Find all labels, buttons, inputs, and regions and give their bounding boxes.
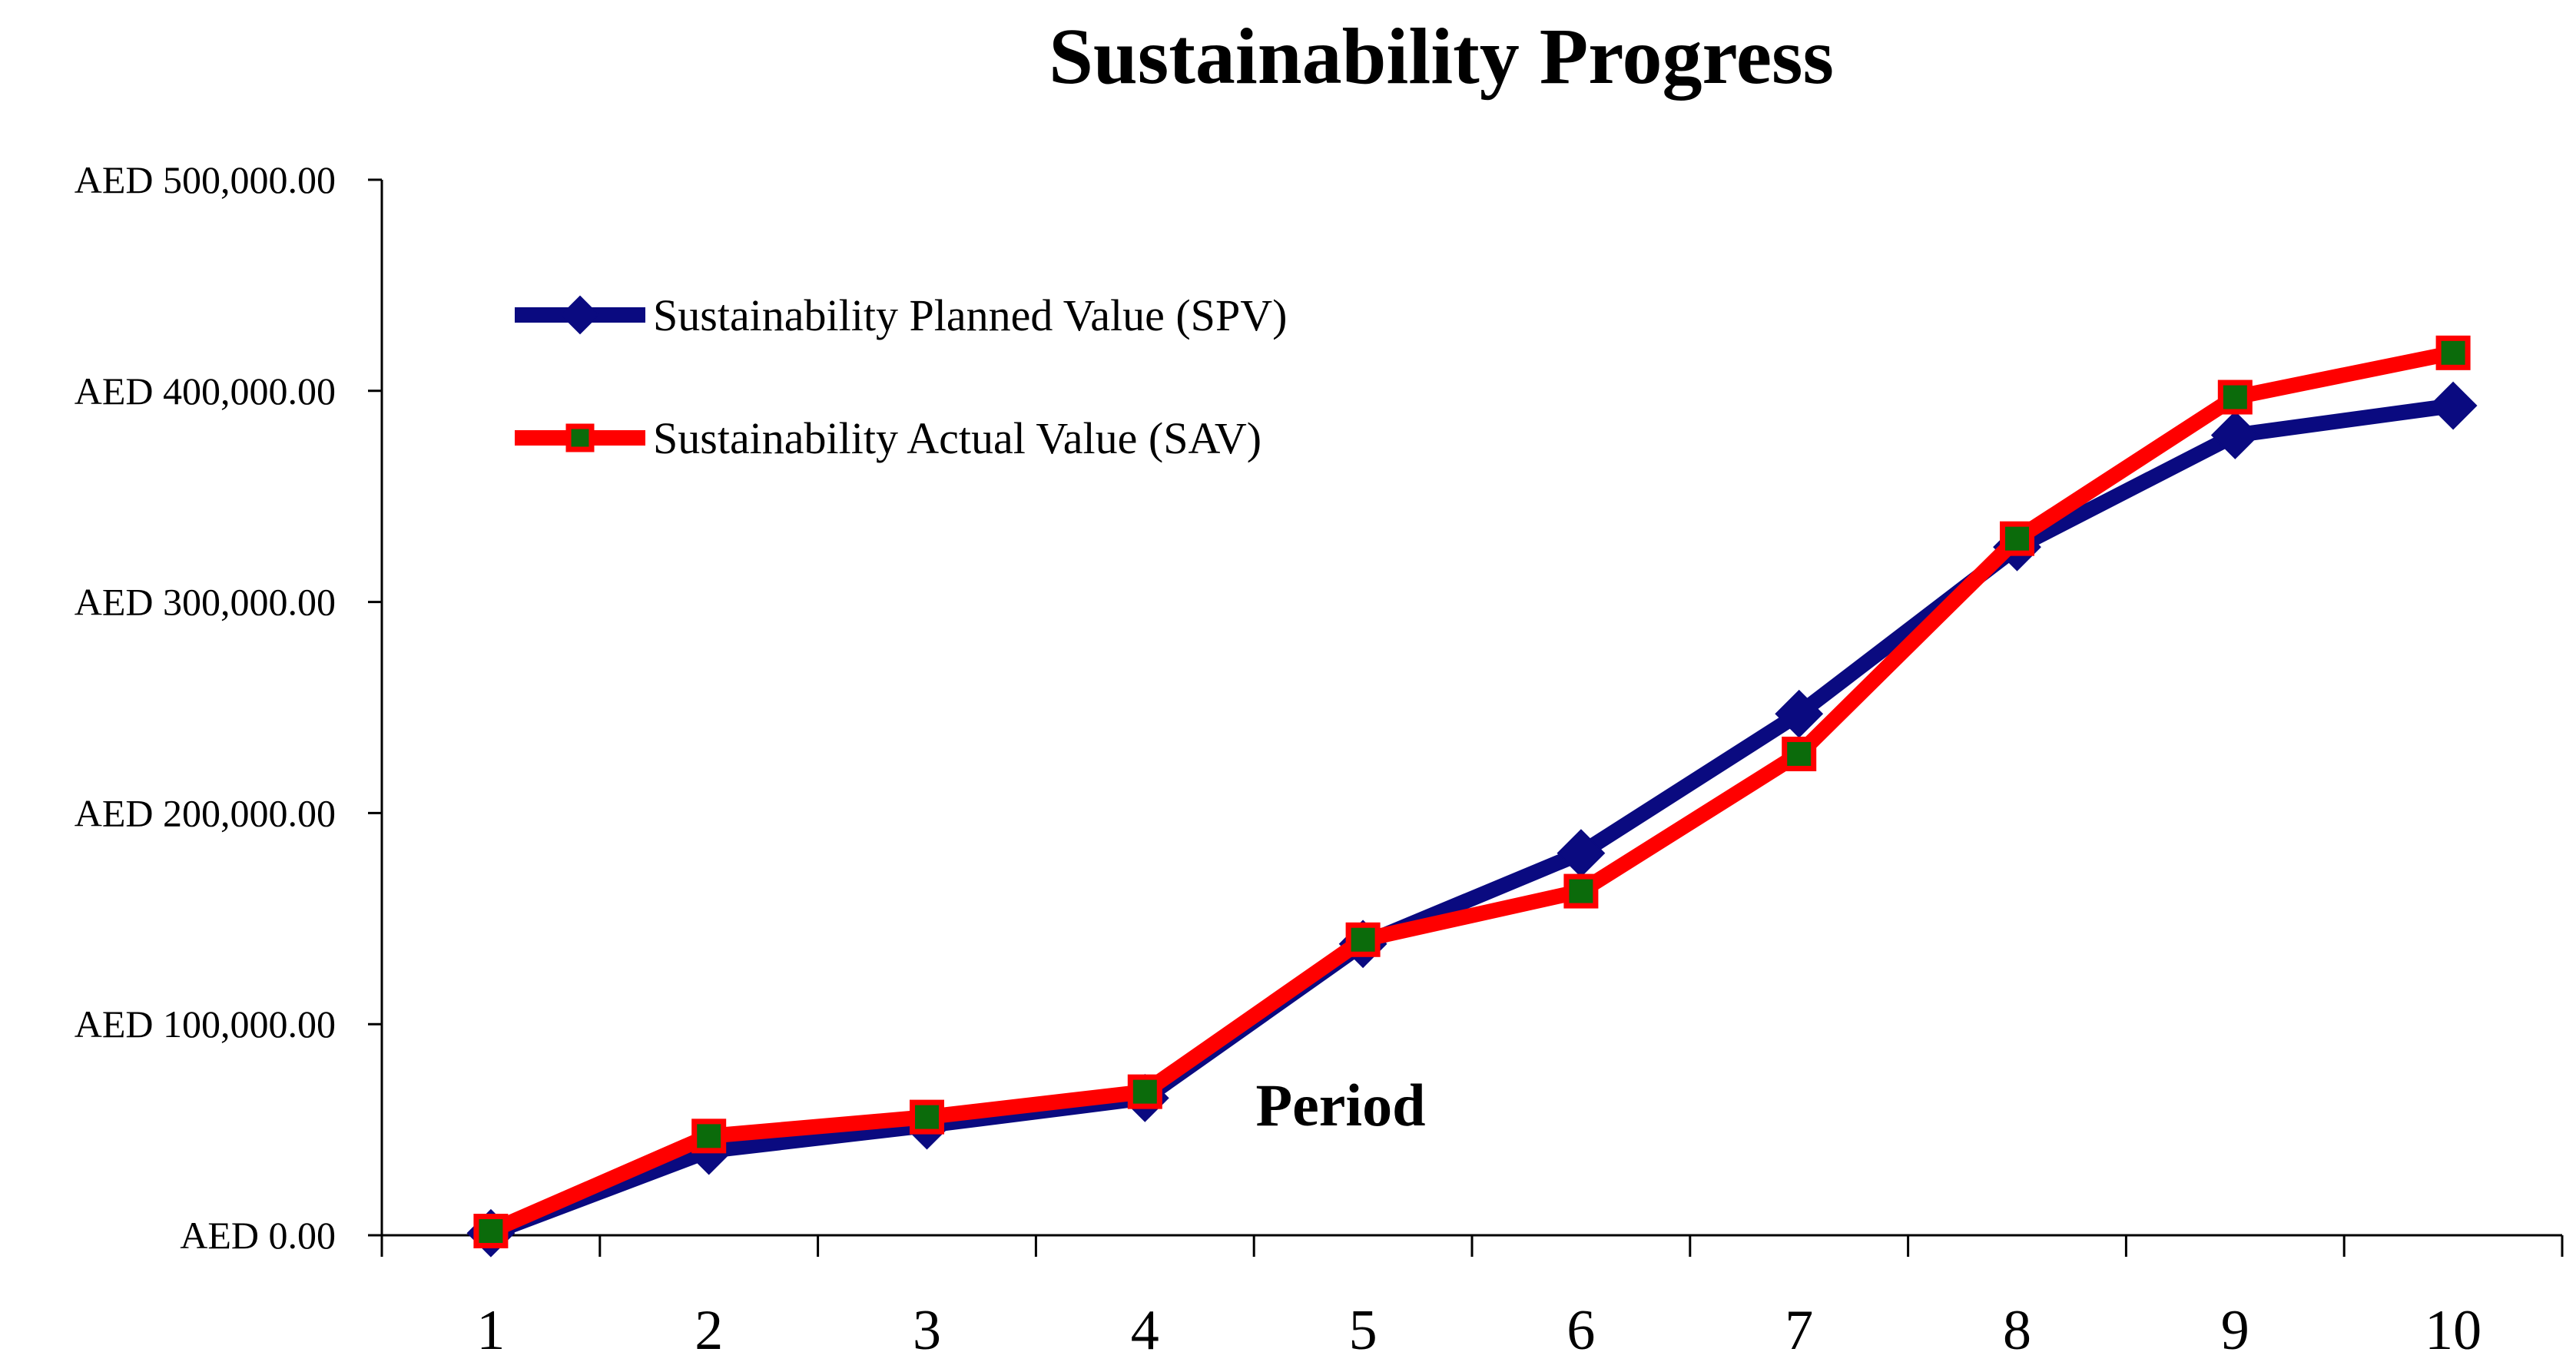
data-point — [910, 1099, 944, 1135]
axes — [380, 180, 2562, 1257]
legend-label: Sustainability Planned Value (SPV) — [653, 290, 1287, 340]
legend-marker — [565, 423, 595, 452]
data-point — [2428, 381, 2478, 430]
x-tick-label: 5 — [1349, 1299, 1378, 1362]
x-axis-label: Period — [1256, 1072, 1426, 1138]
legend: Sustainability Planned Value (SPV) Sustai… — [515, 290, 1287, 463]
y-tick-label: AED 200,000.00 — [75, 791, 336, 834]
data-point — [2000, 521, 2034, 556]
data-point — [1782, 736, 1817, 771]
chart-title: Sustainability Progress — [1049, 12, 1834, 101]
y-tick-label: AED 500,000.00 — [75, 158, 336, 201]
legend-item-spv: Sustainability Planned Value (SPV) — [515, 290, 1287, 340]
y-tick-label: AED 300,000.00 — [75, 581, 336, 624]
data-point — [1127, 1074, 1162, 1109]
x-tick-label: 10 — [2425, 1299, 2482, 1362]
y-tick-label: AED 0.00 — [180, 1214, 336, 1257]
y-tick-label: AED 400,000.00 — [75, 370, 336, 413]
ticks: AED 0.00 AED 100,000.00 AED 200,000.00 AED … — [75, 158, 2564, 1362]
legend-item-sav: Sustainability Actual Value (SAV) — [515, 413, 1261, 463]
x-tick-label: 9 — [2221, 1299, 2249, 1362]
series-layer — [466, 335, 2478, 1258]
data-point — [691, 1118, 727, 1154]
data-point — [2210, 411, 2259, 459]
data-point — [473, 1214, 509, 1249]
y-tick-label: AED 100,000.00 — [75, 1002, 336, 1046]
x-tick-label: 2 — [695, 1299, 723, 1362]
legend-marker — [560, 295, 600, 335]
legend-label: Sustainability Actual Value (SAV) — [653, 413, 1261, 463]
x-tick-label: 4 — [1131, 1299, 1159, 1362]
data-point — [2435, 335, 2471, 370]
x-tick-label: 7 — [1785, 1299, 1813, 1362]
data-point — [2217, 379, 2253, 415]
series-sav — [473, 335, 2471, 1249]
data-point — [1345, 922, 1381, 957]
x-tick-label: 3 — [913, 1299, 941, 1362]
series-line — [488, 398, 2455, 1241]
x-tick-label: 1 — [476, 1299, 505, 1362]
series-line — [487, 345, 2455, 1238]
x-tick-label: 8 — [2003, 1299, 2031, 1362]
x-tick-label: 6 — [1566, 1299, 1595, 1362]
data-point — [1563, 873, 1599, 909]
